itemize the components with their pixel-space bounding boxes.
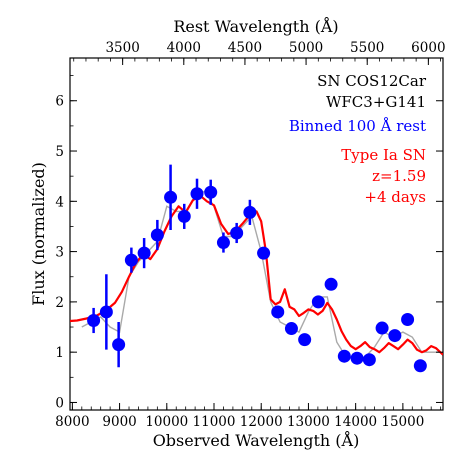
x-tick-label: 15000 xyxy=(381,414,424,430)
plot-area xyxy=(69,57,444,411)
y-tick-label: 0 xyxy=(55,395,64,411)
binned-point xyxy=(112,338,126,352)
binned-point xyxy=(164,190,178,204)
binned-point xyxy=(311,295,325,309)
binned-point xyxy=(230,226,244,240)
binned-point xyxy=(257,246,271,260)
binned-point xyxy=(401,312,415,326)
binned-point xyxy=(216,236,230,250)
top-tick-label: 5000 xyxy=(289,40,323,56)
binned-point xyxy=(243,205,257,219)
binned-point xyxy=(413,359,427,373)
annotation-type: Type Ia SN xyxy=(341,146,426,164)
x-axis-ticks: 8000 9000 10000 11000 12000 13000 14000 15000 xyxy=(55,403,442,430)
annotation-epoch: +4 days xyxy=(364,188,426,206)
y-tick-label: 3 xyxy=(55,245,64,261)
binned-point xyxy=(375,321,389,335)
binned-point xyxy=(177,209,191,223)
annotation-redshift: z=1.59 xyxy=(372,167,426,185)
x-tick-label: 13000 xyxy=(287,414,330,430)
y-tick-label: 6 xyxy=(55,94,64,110)
template-layer xyxy=(70,194,443,356)
binned-point xyxy=(87,313,101,327)
y-tick-label: 4 xyxy=(55,194,64,210)
x-tick-label: 14000 xyxy=(334,414,377,430)
x-tick-label: 8000 xyxy=(55,414,89,430)
top-tick-label: 3500 xyxy=(105,40,139,56)
binned-point xyxy=(204,185,218,199)
binned-point xyxy=(337,349,351,363)
binned-point xyxy=(324,277,338,291)
top-axis-ticks: 3500 4000 4500 5000 5500 6000 xyxy=(73,40,446,65)
top-tick-label: 4500 xyxy=(228,40,262,56)
binned-point xyxy=(284,322,298,336)
y-axis-label: Flux (normalized) xyxy=(29,162,48,306)
x-axis-label: Observed Wavelength (Å) xyxy=(153,430,360,450)
annotation-binned: Binned 100 Å rest xyxy=(289,117,426,135)
top-tick-label: 4000 xyxy=(167,40,201,56)
binned-point xyxy=(150,228,164,242)
binned-points-layer xyxy=(87,164,427,373)
binned-point xyxy=(190,187,204,201)
binned-point xyxy=(271,305,285,319)
top-tick-label: 5500 xyxy=(350,40,384,56)
annotations: SN COS12Car WFC3+G141 Binned 100 Å rest … xyxy=(289,72,427,206)
binned-point xyxy=(350,351,364,365)
binned-point xyxy=(99,305,113,319)
x-tick-label: 11000 xyxy=(193,414,236,430)
template-line xyxy=(70,194,443,356)
binned-point xyxy=(298,333,312,347)
y-tick-label: 5 xyxy=(55,144,64,160)
x-tick-label: 12000 xyxy=(240,414,283,430)
y-axis-ticks: 0 1 2 3 4 5 6 xyxy=(55,75,443,411)
top-axis-label: Rest Wavelength (Å) xyxy=(173,16,338,36)
binned-point xyxy=(137,246,151,260)
y-tick-label: 1 xyxy=(55,345,64,361)
annotation-object: SN COS12Car xyxy=(317,72,427,90)
binned-point xyxy=(388,329,402,343)
plot-frame xyxy=(69,57,444,411)
x-tick-label: 10000 xyxy=(145,414,188,430)
top-tick-label: 6000 xyxy=(411,40,445,56)
x-tick-label: 9000 xyxy=(102,414,136,430)
binned-point xyxy=(362,353,376,367)
annotation-instrument: WFC3+G141 xyxy=(326,93,426,111)
y-tick-label: 2 xyxy=(55,295,64,311)
binned-point xyxy=(124,253,138,267)
